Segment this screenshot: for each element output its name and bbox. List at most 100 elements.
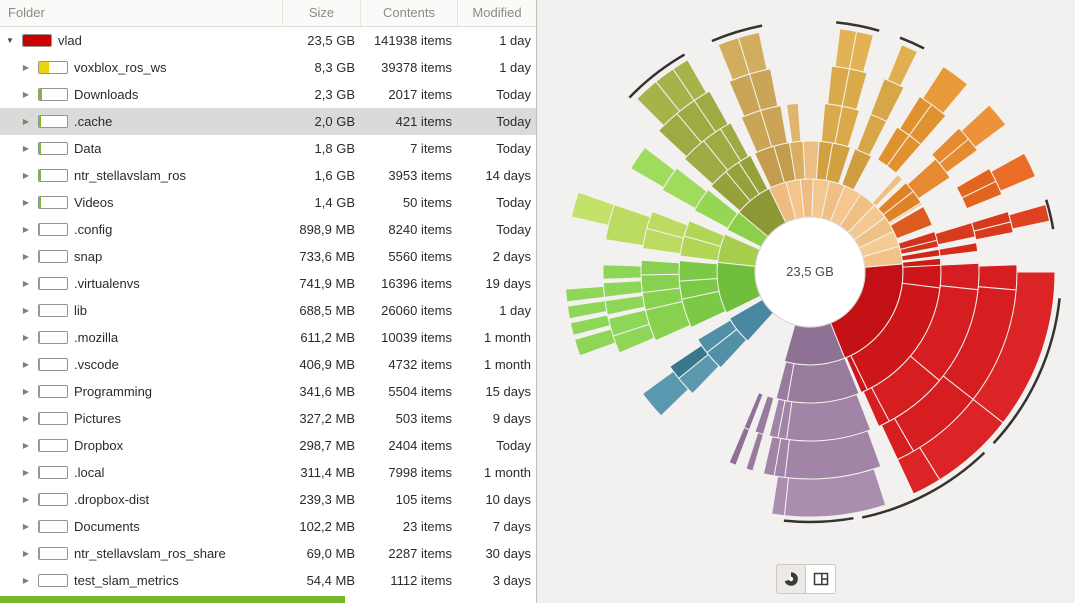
expander-icon[interactable]: ▶ [22, 279, 30, 288]
folder-name: .mozilla [74, 330, 119, 345]
ring-segment[interactable] [886, 44, 919, 87]
rings-chart-button[interactable] [776, 564, 806, 594]
expander-icon[interactable]: ▶ [22, 468, 30, 477]
table-row[interactable]: ▶ .local 311,4 MB 7998 items 1 month [0, 459, 536, 486]
ring-segment[interactable] [922, 65, 969, 115]
table-row[interactable]: ▶ Downloads 2,3 GB 2017 items Today [0, 81, 536, 108]
expander-icon[interactable]: ▶ [22, 522, 30, 531]
table-row[interactable]: ▶ lib 688,5 MB 26060 items 1 day [0, 297, 536, 324]
ring-segment[interactable] [977, 264, 1018, 291]
table-row[interactable]: ▶ Documents 102,2 MB 23 items 7 days [0, 513, 536, 540]
table-row[interactable]: ▶ .config 898,9 MB 8240 items Today [0, 216, 536, 243]
ring-segment[interactable] [569, 314, 611, 337]
ring-segment[interactable] [728, 426, 751, 466]
folder-name: Data [74, 141, 102, 156]
chart-center[interactable] [754, 216, 866, 328]
ring-segment[interactable] [939, 262, 980, 291]
expander-icon[interactable]: ▶ [22, 198, 30, 207]
expander-icon[interactable]: ▶ [22, 576, 30, 585]
expander-icon[interactable]: ▼ [6, 36, 14, 45]
ring-segment[interactable] [771, 475, 789, 517]
expander-icon[interactable]: ▶ [22, 252, 30, 261]
expander-icon[interactable]: ▶ [22, 333, 30, 342]
table-row[interactable]: ▶ Dropbox 298,7 MB 2404 items Today [0, 432, 536, 459]
ring-segment[interactable] [573, 328, 617, 357]
table-row[interactable]: ▶ .mozilla 611,2 MB 10039 items 1 month [0, 324, 536, 351]
folder-contents: 7 items [410, 141, 452, 156]
table-row[interactable]: ▶ Videos 1,4 GB 50 items Today [0, 189, 536, 216]
folder-modified: 1 month [484, 330, 531, 345]
expander-icon[interactable]: ▶ [22, 90, 30, 99]
ring-segment[interactable] [1008, 203, 1051, 230]
folder-cell: ▶ Dropbox [0, 438, 282, 453]
folder-size: 741,9 MB [299, 276, 355, 291]
table-row[interactable]: ▶ .vscode 406,9 MB 4732 items 1 month [0, 351, 536, 378]
table-row[interactable]: ▶ ntr_stellavslam_ros_share 69,0 MB 2287… [0, 540, 536, 567]
ring-segment[interactable] [737, 31, 768, 75]
usage-bar-icon [38, 88, 68, 101]
ring-segment[interactable] [640, 259, 680, 276]
table-row[interactable]: ▶ Data 1,8 GB 7 items Today [0, 135, 536, 162]
ring-segment[interactable] [990, 152, 1037, 192]
ring-segment[interactable] [871, 173, 904, 207]
rings-chart[interactable]: 23,5 GB [537, 0, 1075, 603]
ring-segment[interactable] [848, 30, 875, 73]
ring-segment[interactable] [678, 260, 718, 282]
table-row[interactable]: ▶ ntr_stellavslam_ros 1,6 GB 3953 items … [0, 162, 536, 189]
ring-segment[interactable] [896, 446, 941, 495]
ring-segment[interactable] [565, 285, 606, 303]
table-row[interactable]: ▶ voxblox_ros_ws 8,3 GB 39378 items 1 da… [0, 54, 536, 81]
ring-segment[interactable] [630, 146, 676, 189]
expander-icon[interactable]: ▶ [22, 360, 30, 369]
overflow-edge-arc [1045, 199, 1055, 230]
ring-segment[interactable] [602, 280, 643, 298]
expander-icon[interactable]: ▶ [22, 414, 30, 423]
expander-icon[interactable]: ▶ [22, 117, 30, 126]
usage-bar-fill [39, 197, 41, 208]
table-row[interactable]: ▼ vlad 23,5 GB 141938 items 1 day [0, 27, 536, 54]
ring-segment[interactable] [602, 264, 642, 280]
ring-segment[interactable] [786, 357, 860, 404]
column-header-modified[interactable]: Modified [457, 0, 536, 26]
column-header-folder[interactable]: Folder [8, 5, 45, 20]
table-row[interactable]: ▶ .cache 2,0 GB 421 items Today [0, 108, 536, 135]
ring-segment[interactable] [641, 370, 690, 417]
ring-segment[interactable] [566, 300, 608, 320]
ring-segment[interactable] [570, 191, 615, 226]
ring-segment[interactable] [938, 242, 979, 257]
table-row[interactable]: ▶ Programming 341,6 MB 5504 items 15 day… [0, 378, 536, 405]
ring-segment[interactable] [901, 257, 942, 268]
expander-icon[interactable]: ▶ [22, 387, 30, 396]
folder-cell: ▶ .mozilla [0, 330, 282, 345]
ring-segment[interactable] [856, 113, 888, 156]
expander-icon[interactable]: ▶ [22, 441, 30, 450]
folder-cell: ▶ Pictures [0, 411, 282, 426]
folder-name: lib [74, 303, 88, 318]
ring-segment[interactable] [762, 436, 782, 477]
column-header-contents[interactable]: Contents [360, 0, 457, 26]
ring-segment[interactable] [889, 205, 933, 240]
ring-segment[interactable] [745, 432, 765, 472]
expander-icon[interactable]: ▶ [22, 549, 30, 558]
expander-icon[interactable]: ▶ [22, 144, 30, 153]
ring-segment[interactable] [672, 59, 708, 102]
expander-icon[interactable]: ▶ [22, 171, 30, 180]
treemap-chart-button[interactable] [806, 564, 836, 594]
treemap-chart-icon [813, 572, 828, 586]
expander-icon[interactable]: ▶ [22, 495, 30, 504]
table-row[interactable]: ▶ snap 733,6 MB 5560 items 2 days [0, 243, 536, 270]
table-row[interactable]: ▶ .virtualenvs 741,9 MB 16396 items 19 d… [0, 270, 536, 297]
ring-segment[interactable] [934, 221, 976, 246]
ring-segment[interactable] [960, 104, 1007, 149]
usage-bar-fill [39, 332, 40, 343]
ring-segment[interactable] [604, 203, 651, 247]
expander-icon[interactable]: ▶ [22, 306, 30, 315]
table-row[interactable]: ▶ Pictures 327,2 MB 503 items 9 days [0, 405, 536, 432]
expander-icon[interactable]: ▶ [22, 63, 30, 72]
folder-modified: 10 days [485, 492, 531, 507]
table-row[interactable]: ▶ test_slam_metrics 54,4 MB 1112 items 3… [0, 567, 536, 594]
table-row[interactable]: ▶ .dropbox-dist 239,3 MB 105 items 10 da… [0, 486, 536, 513]
ring-segment[interactable] [785, 102, 802, 143]
column-header-size[interactable]: Size [282, 0, 360, 26]
expander-icon[interactable]: ▶ [22, 225, 30, 234]
